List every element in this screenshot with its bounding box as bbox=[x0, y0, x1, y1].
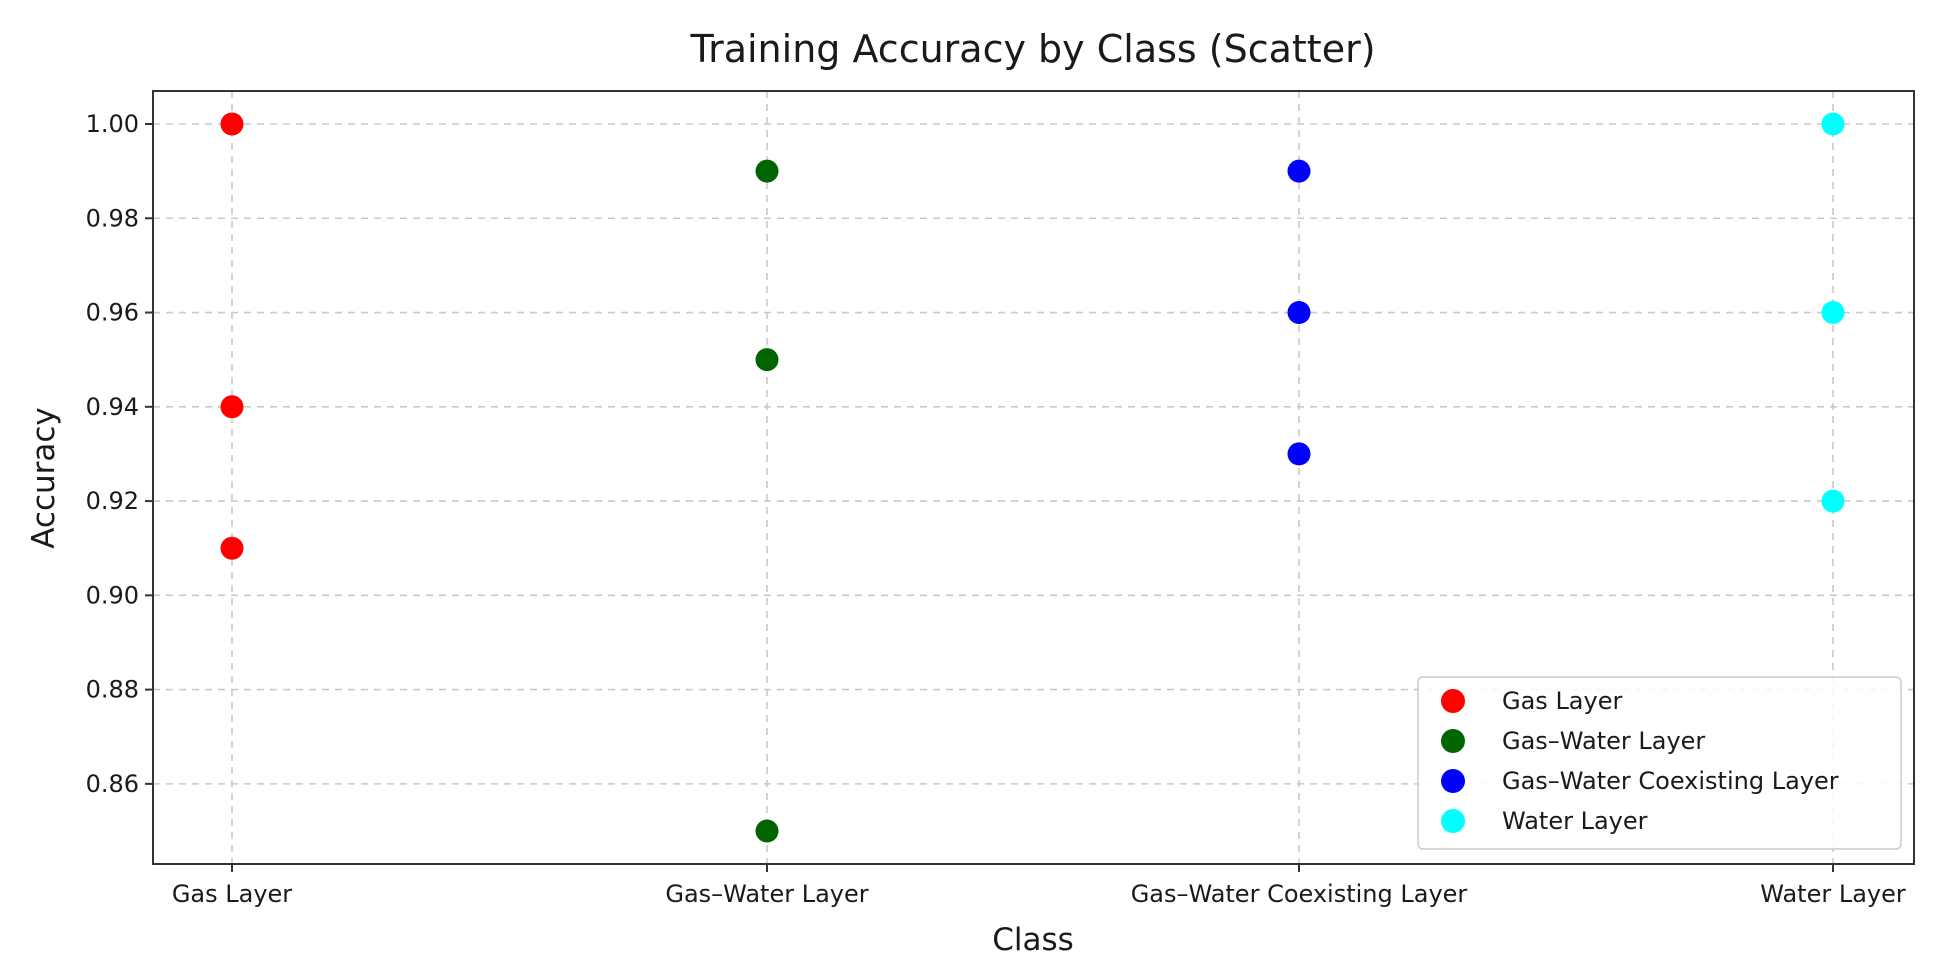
y-tick-label: 0.92 bbox=[86, 487, 139, 515]
legend-label: Gas Layer bbox=[1502, 687, 1622, 715]
data-point bbox=[220, 536, 244, 560]
y-tick-label: 1.00 bbox=[86, 110, 139, 138]
legend-frame bbox=[1417, 676, 1902, 850]
x-tick-label: Water Layer bbox=[1760, 880, 1906, 908]
legend-marker bbox=[1441, 729, 1465, 753]
x-tick-label: Gas–Water Layer bbox=[665, 880, 868, 908]
data-point bbox=[1821, 112, 1845, 136]
data-point bbox=[755, 159, 779, 183]
data-point bbox=[1821, 301, 1845, 325]
plot-frame bbox=[152, 90, 1915, 865]
legend-label: Gas–Water Layer bbox=[1502, 727, 1705, 755]
data-point bbox=[1821, 489, 1845, 513]
x-axis-ticks: Gas Layer Gas–Water Layer Gas–Water Coexis… bbox=[172, 864, 1906, 908]
x-tick-label: Gas Layer bbox=[172, 880, 292, 908]
data-point bbox=[1287, 442, 1311, 466]
legend-marker bbox=[1441, 769, 1465, 793]
y-tick-label: 0.88 bbox=[86, 676, 139, 704]
legend-marker bbox=[1441, 809, 1465, 833]
data-point bbox=[755, 819, 779, 843]
y-tick-label: 0.94 bbox=[86, 393, 139, 421]
data-point bbox=[755, 348, 779, 372]
y-tick-label: 0.98 bbox=[86, 204, 139, 232]
data-point bbox=[1287, 159, 1311, 183]
y-tick-label: 0.90 bbox=[86, 581, 139, 609]
y-tick-label: 0.96 bbox=[86, 299, 139, 327]
x-tick-label: Gas–Water Coexisting Layer bbox=[1131, 880, 1468, 908]
x-axis-label: Class bbox=[992, 922, 1074, 958]
data-point bbox=[1287, 301, 1311, 325]
legend-label: Gas–Water Coexisting Layer bbox=[1502, 767, 1839, 795]
y-tick-label: 0.86 bbox=[86, 770, 139, 798]
y-axis-ticks: 0.86 0.88 0.90 0.92 0.94 0.96 0.98 1.00 bbox=[86, 110, 153, 798]
data-point bbox=[220, 395, 244, 419]
legend-label: Water Layer bbox=[1502, 807, 1648, 835]
legend-marker bbox=[1441, 689, 1465, 713]
legend: Gas Layer Gas–Water Layer Gas–Water Coexis… bbox=[1417, 676, 1902, 850]
data-points bbox=[220, 112, 1845, 843]
y-axis-label: Accuracy bbox=[26, 407, 62, 549]
chart-title: Training Accuracy by Class (Scatter) bbox=[689, 27, 1375, 71]
data-point bbox=[220, 112, 244, 136]
